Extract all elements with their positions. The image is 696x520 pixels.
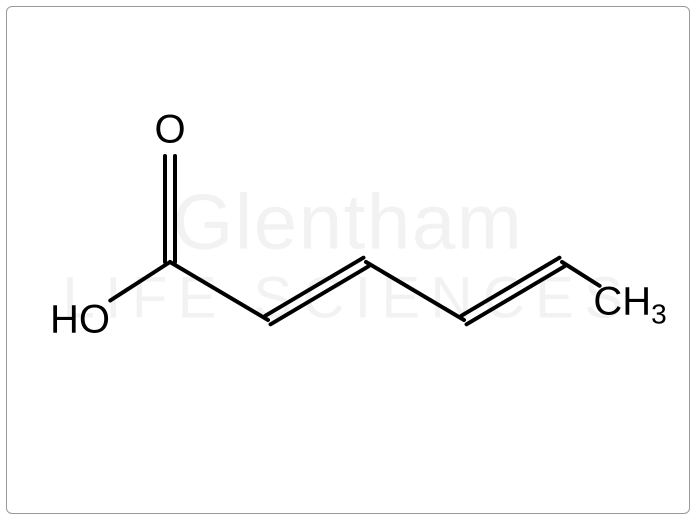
atom-label-ch3: CH3 — [593, 280, 666, 331]
molecule-bonds — [0, 0, 696, 520]
atom-label-o-top: O — [154, 108, 185, 153]
atom-label-ho: HO — [50, 298, 110, 343]
